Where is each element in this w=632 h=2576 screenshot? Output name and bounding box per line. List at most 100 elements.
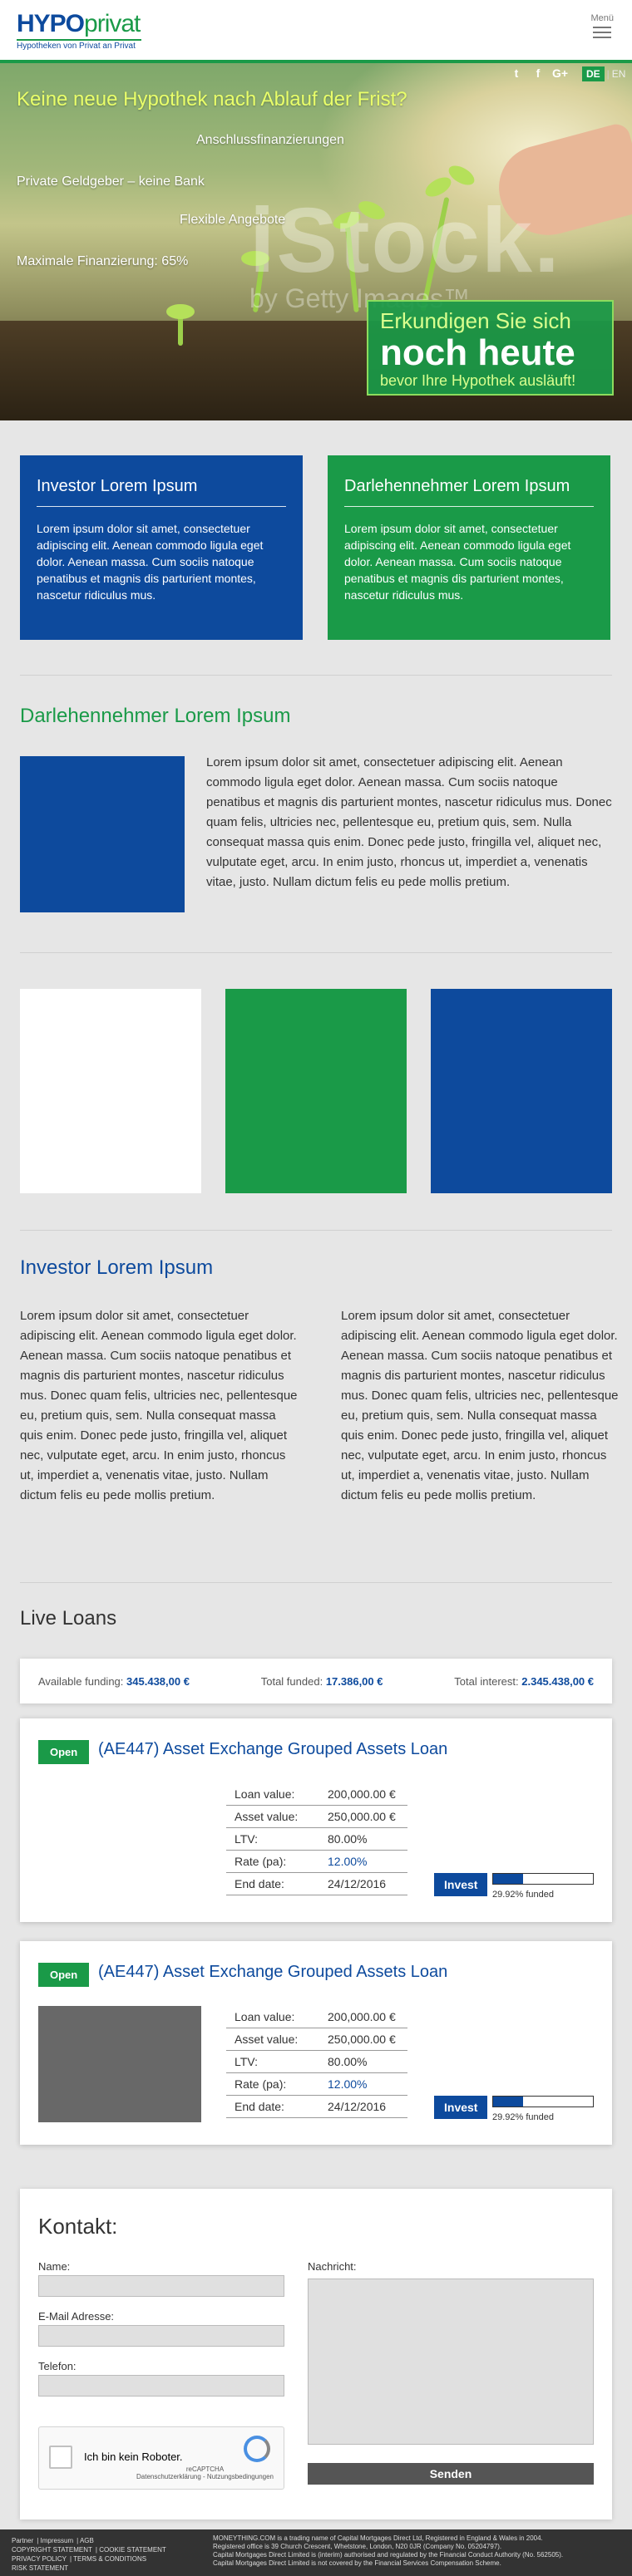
captcha-checkbox[interactable] — [49, 2446, 72, 2469]
tile — [20, 989, 201, 1193]
footer-link[interactable]: Impressum — [40, 2537, 74, 2544]
email-field[interactable] — [38, 2325, 284, 2347]
investor-text-col1: Lorem ipsum dolor sit amet, consectetuer… — [20, 1309, 298, 1502]
cta-line-1: Erkundigen Sie sich — [380, 308, 571, 333]
legal-line: MONEYTHING.COM is a trading name of Capi… — [213, 2534, 543, 2542]
investor-card[interactable]: Investor Lorem Ipsum Lorem ipsum dolor s… — [20, 455, 303, 640]
section-divider — [20, 952, 612, 953]
card-body: Lorem ipsum dolor sit amet, consectetuer… — [37, 522, 264, 602]
funded-percent: 29.92% funded — [492, 1890, 555, 1900]
lang-de[interactable]: DE — [582, 66, 605, 81]
phone-label: Telefon: — [38, 2360, 77, 2372]
status-badge: Open — [38, 1740, 90, 1764]
menu-button[interactable]: Menü — [590, 13, 614, 42]
google-plus-icon[interactable]: G+ — [552, 66, 569, 80]
logo-tagline: Hypotheken von Privat an Privat — [17, 42, 136, 51]
loan-row: LTV: 80.00% — [226, 2051, 407, 2073]
borrower-text: Lorem ipsum dolor sit amet, consectetuer… — [206, 755, 612, 889]
section-divider — [20, 675, 612, 676]
send-button[interactable]: Senden — [308, 2463, 594, 2485]
cta-line-3: bevor Ihre Hypothek ausläuft! — [380, 372, 576, 389]
logo[interactable]: HYPOprivat Hypotheken von Privat an Priv… — [17, 10, 141, 51]
funded-percent: 29.92% funded — [492, 2112, 555, 2122]
captcha-label: Ich bin kein Roboter. — [84, 2451, 183, 2463]
footer-link[interactable]: COOKIE STATEMENT — [99, 2546, 166, 2554]
investor-section-title: Investor Lorem Ipsum — [20, 1256, 214, 1279]
loan-image — [38, 2006, 201, 2122]
tile — [225, 989, 407, 1193]
card-title: Investor Lorem Ipsum — [37, 477, 286, 507]
borrower-card[interactable]: Darlehennehmer Lorem Ipsum Lorem ipsum d… — [328, 455, 610, 640]
loan-row: Rate (pa): 12.00% — [226, 1851, 407, 1873]
section-divider — [20, 1582, 612, 1583]
site-header: HYPOprivat Hypotheken von Privat an Priv… — [0, 0, 632, 63]
loan-row: Loan value: 200,000.00 € — [226, 2006, 407, 2028]
site-footer: Partner | Impressum | AGB COPYRIGHT STATEM… — [0, 2529, 632, 2576]
borrower-image — [20, 756, 185, 912]
name-label: Name: — [38, 2260, 71, 2273]
card-body: Lorem ipsum dolor sit amet, consectetuer… — [344, 522, 571, 602]
recaptcha-widget: Ich bin kein Roboter. reCAPTCHA Datenschu… — [38, 2426, 284, 2490]
funding-progress-bar — [492, 2096, 594, 2107]
tile — [431, 989, 612, 1193]
footer-link[interactable]: PRIVACY POLICY — [12, 2555, 67, 2563]
footer-link[interactable]: AGB — [79, 2537, 94, 2544]
borrower-section-title: Darlehennehmer Lorem Ipsum — [20, 705, 291, 727]
footer-link[interactable]: RISK STATEMENT — [12, 2564, 69, 2572]
recaptcha-brand: reCAPTCHA — [185, 2465, 225, 2473]
footer-link[interactable]: COPYRIGHT STATEMENT — [12, 2546, 92, 2554]
loan-details: Loan value: 200,000.00 € Asset value: 250,… — [226, 2006, 407, 2118]
hero-feature: Flexible Angebote — [180, 213, 286, 227]
hero-feature: Maximale Finanzierung: 65% — [17, 254, 189, 268]
name-field[interactable] — [38, 2275, 284, 2297]
social-links: t f G+ — [509, 66, 569, 80]
lang-en[interactable]: EN — [611, 68, 626, 80]
loan-row: Rate (pa): 12.00% — [226, 2073, 407, 2096]
hero-cta[interactable]: Erkundigen Sie sich noch heute bevor Ihr… — [367, 300, 614, 396]
loan-title[interactable]: (AE447) Asset Exchange Grouped Assets Lo… — [98, 1963, 448, 1981]
logo-underline — [17, 39, 141, 41]
facebook-icon[interactable]: f — [536, 66, 541, 80]
status-badge: Open — [38, 1963, 90, 1987]
footer-links: Partner | Impressum | AGB COPYRIGHT STATEM… — [12, 2537, 166, 2572]
footer-legal: MONEYTHING.COM is a trading name of Capi… — [213, 2534, 620, 2568]
contact-form: Kontakt: Name: E-Mail Adresse: Telefon: … — [20, 2189, 612, 2519]
twitter-icon[interactable]: t — [514, 66, 519, 80]
contact-title: Kontakt: — [38, 2214, 118, 2239]
total-interest: Total interest: 2.345.438,00 € — [454, 1674, 594, 1688]
funding-stats: Available funding: 345.438,00 € Total fu… — [20, 1659, 612, 1703]
message-label: Nachricht: — [308, 2260, 357, 2273]
live-loans-title: Live Loans — [20, 1607, 117, 1630]
legal-line: Registered office is 39 Church Crescent,… — [213, 2543, 502, 2550]
hero-title: Keine neue Hypothek nach Ablauf der Fris… — [17, 88, 407, 111]
footer-link[interactable]: TERMS & CONDITIONS — [73, 2555, 147, 2563]
invest-button[interactable]: Invest — [434, 1873, 488, 1896]
loan-row: LTV: 80.00% — [226, 1828, 407, 1851]
email-label: E-Mail Adresse: — [38, 2310, 115, 2323]
loan-title[interactable]: (AE447) Asset Exchange Grouped Assets Lo… — [98, 1740, 448, 1758]
invest-button[interactable]: Invest — [434, 2096, 488, 2119]
investor-text-col2: Lorem ipsum dolor sit amet, consectetuer… — [341, 1309, 619, 1502]
loan-details: Loan value: 200,000.00 € Asset value: 250,… — [226, 1783, 407, 1895]
loan-card: Open (AE447) Asset Exchange Grouped Asse… — [20, 1718, 612, 1922]
funding-progress-bar — [492, 1873, 594, 1885]
loan-row: End date: 24/12/2016 — [226, 1873, 407, 1895]
logo-wordmark: HYPOprivat — [17, 10, 141, 37]
loan-row: Asset value: 250,000.00 € — [226, 1806, 407, 1828]
hamburger-icon — [593, 27, 612, 38]
recaptcha-links[interactable]: Datenschutzerklärung - Nutzungsbedingung… — [136, 2473, 274, 2480]
message-field[interactable] — [308, 2279, 594, 2445]
loan-row: Loan value: 200,000.00 € — [226, 1783, 407, 1806]
recaptcha-icon — [244, 2436, 270, 2462]
section-divider — [20, 1230, 612, 1231]
menu-label: Menü — [590, 13, 614, 23]
footer-link[interactable]: Partner — [12, 2537, 34, 2544]
legal-line: Capital Mortgages Direct Limited is (int… — [213, 2551, 564, 2559]
phone-field[interactable] — [38, 2375, 284, 2397]
language-switcher: DE | EN — [582, 66, 625, 81]
loan-row: Asset value: 250,000.00 € — [226, 2028, 407, 2051]
hero-feature: Anschlussfinanzierungen — [196, 133, 344, 147]
legal-line: Capital Mortgages Direct Limited is not … — [213, 2559, 501, 2567]
hero-feature: Private Geldgeber – keine Bank — [17, 175, 205, 189]
stock-watermark: iStock. — [249, 189, 561, 292]
